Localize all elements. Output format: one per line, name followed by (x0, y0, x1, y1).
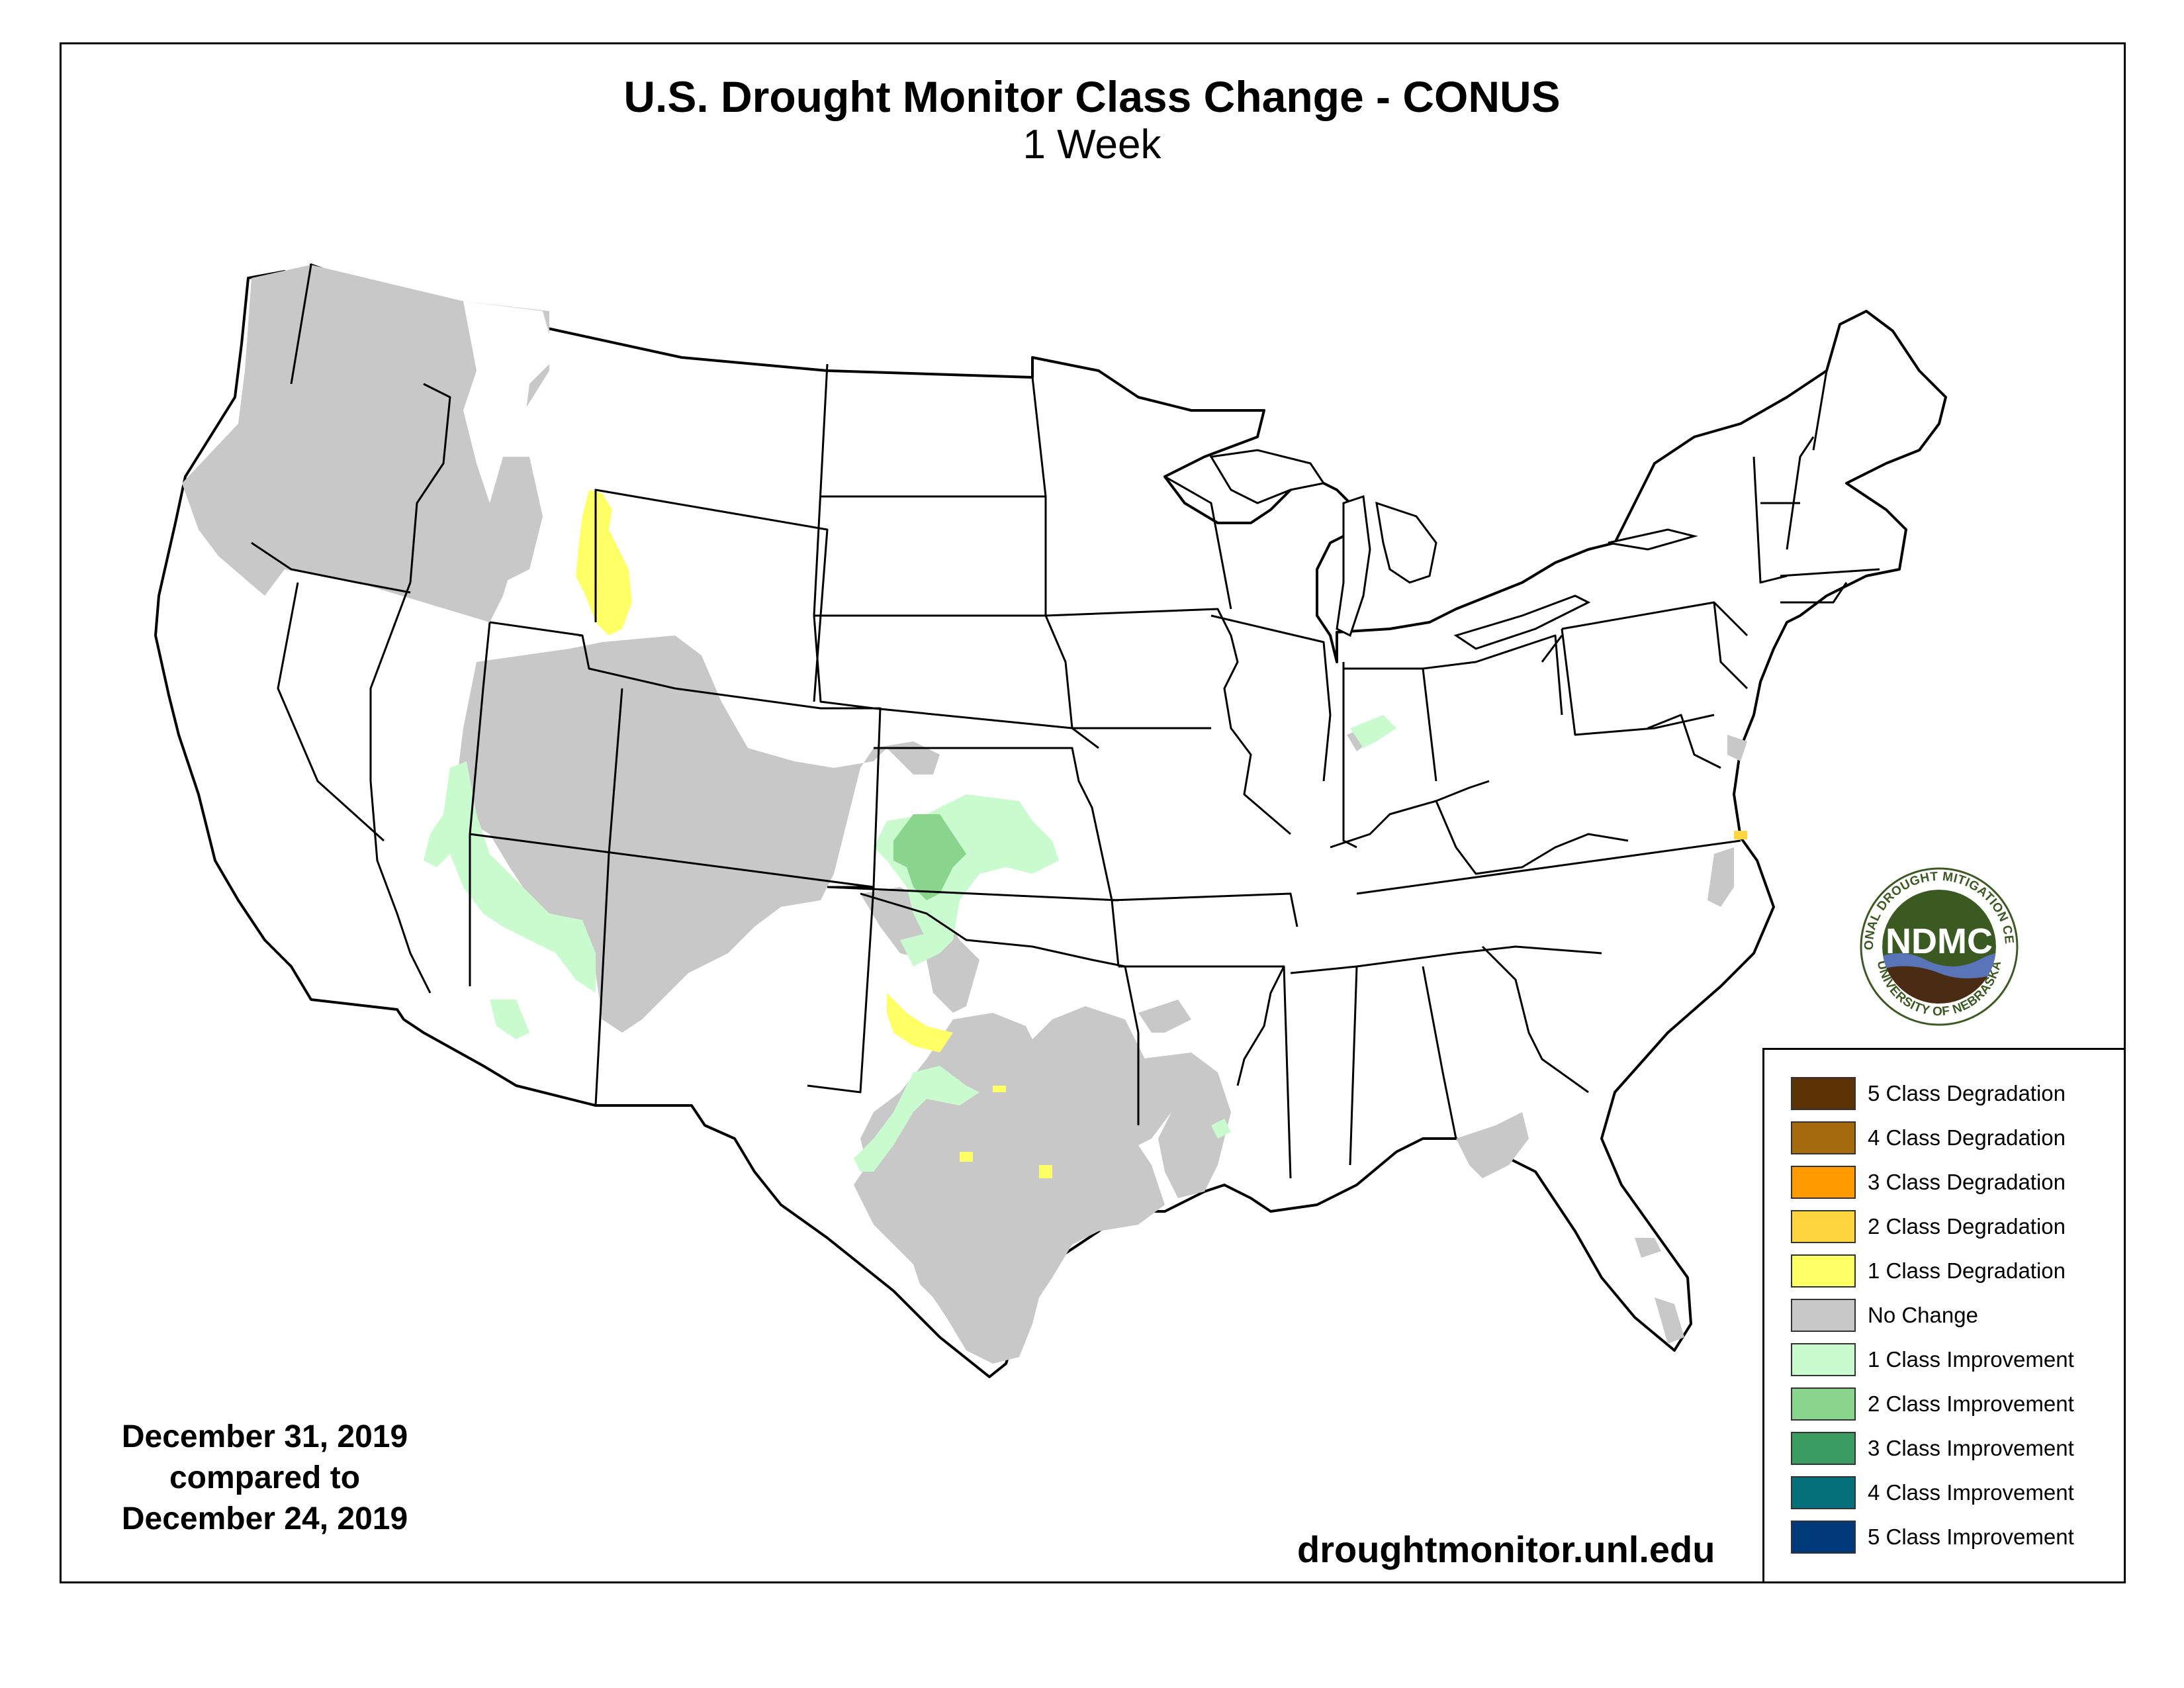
ndmc-logo: NATIONAL DROUGHT MITIGATION CENTER UNIVE… (1846, 854, 2019, 1026)
great-lakes (1209, 449, 1698, 650)
legend-label: 1 Class Degradation (1868, 1258, 2066, 1283)
current-date: December 31, 2019 (121, 1419, 408, 1454)
legend-item: 4 Class Degradation (1791, 1119, 2066, 1156)
legend-item: 2 Class Degradation (1791, 1208, 2066, 1245)
legend-item: 4 Class Improvement (1791, 1474, 2074, 1511)
two-class-degradation-areas (1734, 831, 1747, 839)
legend-swatch (1791, 1343, 1856, 1376)
legend-label: 3 Class Degradation (1868, 1170, 2066, 1194)
legend-label: 2 Class Improvement (1868, 1391, 2074, 1416)
legend-swatch (1791, 1476, 1856, 1509)
legend-swatch (1791, 1166, 1856, 1199)
legend: 5 Class Degradation 4 Class Degradation 3 … (1762, 1048, 2126, 1583)
legend-swatch (1791, 1254, 1856, 1288)
legend-swatch (1791, 1077, 1856, 1110)
one-class-degradation-areas (576, 490, 1052, 1178)
map-frame (60, 42, 2126, 1583)
date-comparison: December 31, 2019 compared to December 2… (66, 1417, 463, 1540)
legend-item: 1 Class Improvement (1791, 1341, 2074, 1378)
source-url: droughtmonitor.unl.edu (1297, 1528, 1715, 1570)
legend-swatch (1791, 1299, 1856, 1332)
legend-item: 1 Class Degradation (1791, 1252, 2066, 1289)
map-title: U.S. Drought Monitor Class Change - CONU… (623, 72, 1561, 121)
legend-label: 5 Class Degradation (1868, 1081, 2066, 1105)
legend-label: 1 Class Improvement (1868, 1347, 2074, 1372)
legend-label: 4 Class Degradation (1868, 1125, 2066, 1150)
legend-item: 5 Class Improvement (1791, 1519, 2074, 1556)
legend-swatch (1791, 1210, 1856, 1243)
legend-label: 2 Class Degradation (1868, 1214, 2066, 1239)
legend-label: 5 Class Improvement (1868, 1524, 2074, 1549)
legend-swatch (1791, 1521, 1856, 1554)
legend-label: 4 Class Improvement (1868, 1480, 2074, 1505)
state-boundaries (251, 264, 1880, 1179)
logo-text: NDMC (1886, 921, 1993, 961)
two-class-improvement-areas (893, 814, 966, 900)
legend-item: 5 Class Degradation (1791, 1075, 2066, 1112)
compared-to-label: compared to (169, 1460, 361, 1495)
one-class-improvement-areas (424, 715, 1396, 1172)
legend-label: 3 Class Improvement (1868, 1436, 2074, 1460)
legend-swatch (1791, 1387, 1856, 1421)
legend-item: No Change (1791, 1297, 1978, 1334)
legend-item: 3 Class Improvement (1791, 1430, 2074, 1467)
previous-date: December 24, 2019 (121, 1501, 408, 1536)
legend-item: 3 Class Degradation (1791, 1164, 2066, 1201)
legend-swatch (1791, 1432, 1856, 1465)
legend-label: No Change (1868, 1303, 1978, 1327)
map-subtitle: 1 Week (1023, 122, 1161, 167)
legend-item: 2 Class Improvement (1791, 1385, 2074, 1423)
legend-swatch (1791, 1121, 1856, 1154)
